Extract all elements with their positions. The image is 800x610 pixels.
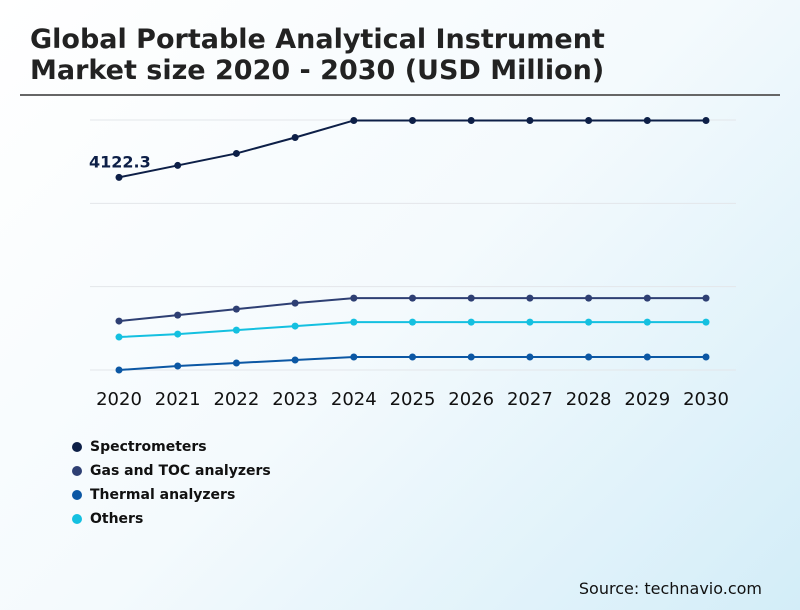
x-tick-label: 2024 [331,389,377,410]
data-point [350,353,358,361]
data-point [350,318,358,326]
legend-item: Gas and TOC analyzers [72,459,271,483]
data-point [643,318,651,326]
data-point [291,356,299,364]
data-point [526,353,534,361]
x-tick-label: 2021 [155,389,201,410]
data-point [585,116,593,124]
data-point [115,333,123,341]
legend-marker [72,466,82,476]
legend-item: Thermal analyzers [72,483,271,507]
data-point [115,173,123,181]
x-tick-label: 2022 [213,389,259,410]
legend-item: Others [72,507,271,531]
data-point [409,294,416,302]
data-point [702,294,710,302]
data-point [467,353,475,361]
x-tick-label: 2027 [507,389,553,410]
x-tick-label: 2025 [390,389,436,410]
data-point [643,353,651,361]
data-point [702,353,710,361]
legend-marker [72,442,82,452]
data-point [585,294,593,302]
data-point [585,353,593,361]
legend-item: Spectrometers [72,435,271,459]
series-line [118,119,706,179]
legend-label: Gas and TOC analyzers [90,463,271,479]
data-point [232,359,240,367]
data-point [291,322,299,330]
legend: Spectrometers Gas and TOC analyzers Therma… [72,435,271,531]
data-point [350,116,358,124]
data-point [526,294,534,302]
data-point [702,116,710,124]
data-point [409,353,416,361]
data-point [409,318,416,326]
data-point [350,294,358,302]
x-tick-label: 2029 [624,389,670,410]
data-point [702,318,710,326]
chart-title: Global Portable Analytical Instrument Mar… [30,24,605,86]
data-point [526,318,534,326]
x-tick-label: 2026 [448,389,494,410]
legend-label: Spectrometers [90,439,207,455]
legend-label: Thermal analyzers [90,487,236,503]
data-point [232,326,240,334]
data-point [409,116,416,124]
data-point [643,116,651,124]
data-point [115,317,123,325]
data-point [115,366,123,374]
legend-marker [72,514,82,524]
title-line-1: Global Portable Analytical Instrument [30,24,605,55]
legend-marker [72,490,82,500]
source-text: Source: technavio.com [578,579,762,598]
data-point [232,305,240,313]
title-line-2: Market size 2020 - 2030 (USD Million) [30,55,605,86]
data-point [174,362,182,370]
data-point [174,330,182,338]
data-point [585,318,593,326]
title-divider [20,94,780,96]
x-tick-label: 2030 [683,389,729,410]
data-point [467,318,475,326]
data-point [291,133,299,141]
data-point [291,299,299,307]
data-point [174,311,182,319]
data-point [526,116,534,124]
data-point [643,294,651,302]
line-chart: 2020 2021 2022 2023 2024 2025 2026 2027 2028 2029… [89,116,736,410]
data-point [467,116,475,124]
data-point [467,294,475,302]
data-label: 4122.3 [89,152,151,171]
data-point [174,161,182,169]
x-tick-label: 2020 [96,389,142,410]
legend-label: Others [90,511,144,527]
x-tick-label: 2023 [272,389,318,410]
data-point [232,149,240,157]
x-tick-label: 2028 [566,389,612,410]
